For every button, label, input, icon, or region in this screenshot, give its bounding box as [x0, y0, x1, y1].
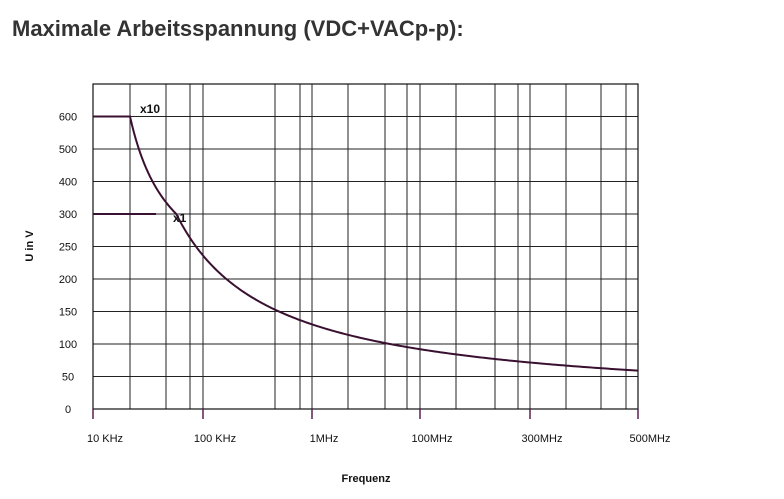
- series-lines: [93, 115, 639, 372]
- y-tick-label: 200: [59, 274, 77, 286]
- grid: [93, 84, 638, 409]
- x-axis-ticks: 10 KHz 100 KHz 1MHz 100MHz 300MHz 500MHz: [87, 409, 671, 445]
- x-tick-label: 100 KHz: [194, 433, 236, 445]
- x-tick-label: 10 KHz: [87, 433, 123, 445]
- series-label-x1: x1: [173, 211, 187, 225]
- x-tick-label: 300MHz: [522, 433, 563, 445]
- series-line-x10: [93, 115, 639, 372]
- y-tick-label: 250: [59, 242, 77, 254]
- page-title: Maximale Arbeitsspannung (VDC+VACp-p):: [12, 16, 464, 41]
- y-tick-label: 50: [62, 372, 74, 384]
- y-tick-label: 500: [59, 144, 77, 156]
- plot-frame: [92, 83, 639, 410]
- y-tick-label: 300: [59, 209, 77, 221]
- y-tick-label: 150: [59, 307, 77, 319]
- x-tick-label: 100MHz: [412, 433, 453, 445]
- y-tick-label: 600: [59, 112, 77, 124]
- y-axis-label: U in V: [24, 230, 36, 262]
- y-tick-label: 0: [65, 404, 71, 416]
- y-axis-ticks: 0 50 100 150 200 250 300 400 500 600: [59, 112, 77, 417]
- series-label-x10: x10: [140, 102, 160, 116]
- x-tick-label: 500MHz: [630, 433, 671, 445]
- x-axis-label: Frequenz: [342, 473, 391, 485]
- y-tick-label: 400: [59, 177, 77, 189]
- x-tick-label: 1MHz: [310, 433, 339, 445]
- y-tick-label: 100: [59, 339, 77, 351]
